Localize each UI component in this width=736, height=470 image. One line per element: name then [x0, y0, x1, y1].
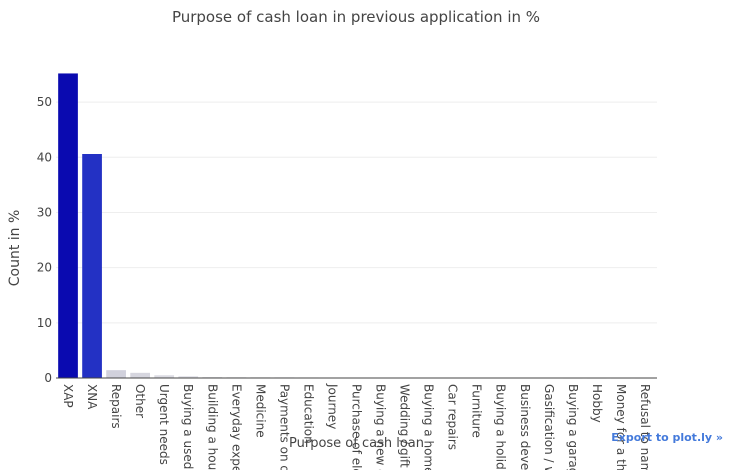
x-tick-label: Buying a home: [422, 384, 436, 470]
x-tick-label: Car repairs: [446, 384, 460, 450]
bar: [106, 370, 126, 378]
x-tick-label: Journey: [325, 383, 339, 429]
bar: [82, 154, 102, 378]
x-tick-label: Everyday expenses: [229, 384, 243, 470]
x-tick-label: Education: [301, 384, 315, 444]
y-tick-label: 30: [37, 205, 52, 219]
x-tick-label: Buying a garage: [566, 384, 580, 470]
x-tick-label: Money for a third person: [614, 384, 628, 470]
y-tick-label: 20: [37, 261, 52, 275]
y-axis-title: Count in %: [7, 210, 23, 287]
x-tick-label: Gasification / water supply: [542, 384, 556, 470]
x-tick-label: Wedding / gift / holiday: [398, 384, 412, 470]
x-tick-label: Refusal to name the goal: [638, 384, 652, 470]
x-tick-label: Buying a used car: [181, 384, 195, 470]
x-tick-labels: XAP XNA Repairs Other Urgent needs Buying a u…: [61, 383, 652, 470]
x-tick-label: Buying a holiday home / land: [494, 384, 508, 470]
x-tick-label: Buying a new car: [374, 384, 388, 470]
x-tick-label: Other: [133, 384, 147, 418]
x-tick-label: Business development: [518, 384, 532, 470]
y-tick-label: 50: [37, 95, 52, 109]
x-tick-label: XNA: [85, 384, 99, 410]
y-tick-label: 40: [37, 150, 52, 164]
bar: [130, 372, 150, 378]
x-tick-label: Purchase of electronic equipment: [350, 384, 364, 470]
bar: [154, 375, 175, 378]
x-tick-label: Repairs: [109, 384, 123, 429]
x-tick-label: Medicine: [253, 384, 267, 438]
x-tick-label: XAP: [61, 384, 75, 408]
y-tick-label: 10: [37, 316, 52, 330]
bar: [58, 73, 78, 378]
bar: [178, 376, 199, 378]
x-tick-label: Hobby: [590, 384, 604, 423]
x-axis-title: Purpose of cash loan: [289, 436, 424, 451]
x-tick-label: Urgent needs: [157, 384, 171, 465]
chart-title: Purpose of cash loan in previous applica…: [171, 8, 541, 26]
y-tick-label: 0: [44, 371, 52, 385]
x-tick-label: Building a house or an annex: [205, 384, 219, 470]
export-link[interactable]: Export to plot.ly »: [611, 431, 723, 444]
x-tick-label: Furniture: [470, 384, 484, 438]
x-tick-label: Payments on other loans: [277, 384, 291, 470]
